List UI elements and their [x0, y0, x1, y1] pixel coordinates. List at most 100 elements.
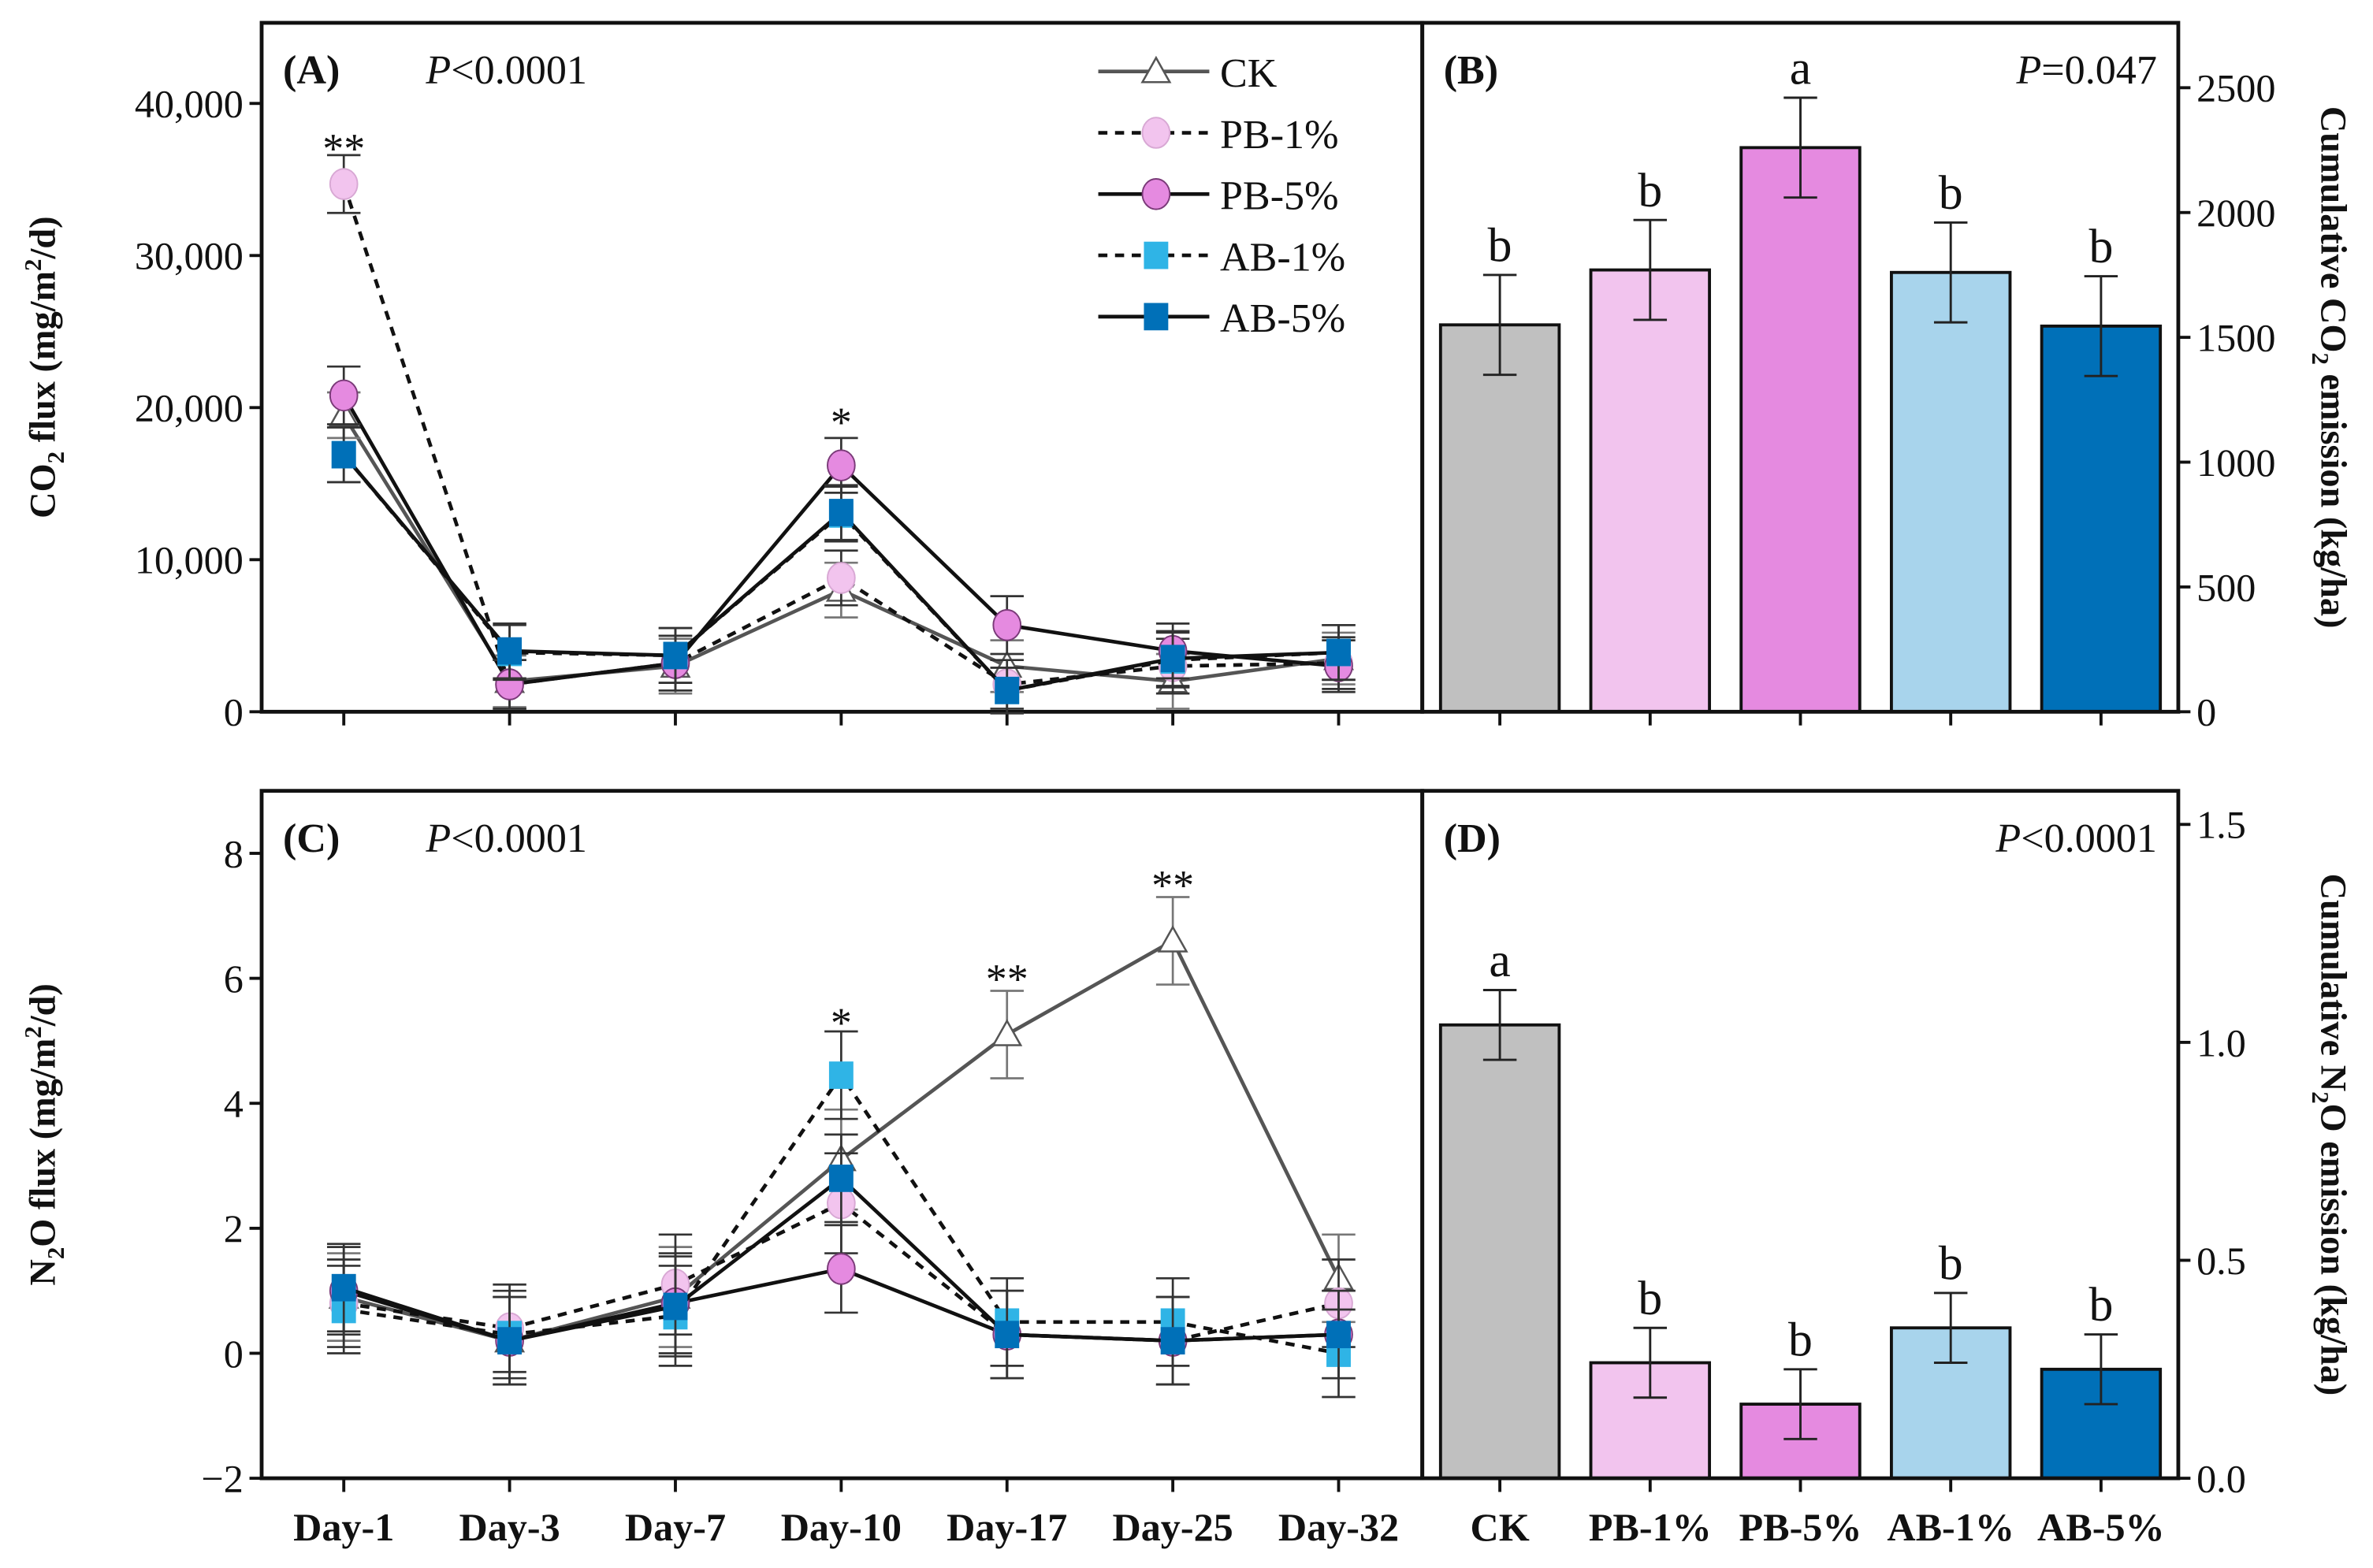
p-value-italic: P — [1995, 816, 2021, 861]
panel-d: a CK b PB-1% b PB-5% b AB-1% b AB-5% 0.0 0.5 1.0 1.5 C… — [1420, 789, 2353, 1549]
y-tick-label: −2 — [201, 1456, 243, 1500]
panel-label: (B) — [1444, 48, 1498, 93]
significance-letter: b — [1788, 1313, 1813, 1366]
y-tick-label: 1.0 — [2196, 1020, 2246, 1065]
x-tick-label: AB-5% — [2037, 1505, 2165, 1549]
y-tick-label: 500 — [2196, 565, 2256, 609]
y-tick-label: 30,000 — [135, 234, 244, 278]
ylabel-subscript: 2 — [2307, 1091, 2334, 1103]
data-point — [329, 168, 359, 200]
y-tick-label: 0 — [2196, 690, 2216, 734]
bar — [1438, 323, 1561, 714]
bar — [2040, 324, 2163, 714]
y-tick-label: 2000 — [2196, 191, 2275, 235]
p-value-rest: <0.0001 — [451, 816, 587, 861]
significance-mark: * — [831, 399, 852, 446]
data-point — [828, 499, 854, 526]
y-tick-label: 0 — [224, 690, 244, 734]
plot-frame — [1420, 789, 2181, 1481]
ylabel-part: O emission (kg/ha) — [2312, 1104, 2353, 1396]
legend-marker — [1141, 117, 1171, 149]
significance-mark: ** — [322, 125, 365, 173]
y-axis-label: Cumulative N2O emission (kg/ha) — [2307, 874, 2353, 1396]
ylabel-subscript: 2 — [42, 1247, 69, 1259]
ylabel-part: /d) — [23, 216, 63, 259]
p-value: P<0.0001 — [425, 816, 587, 861]
p-value: P=0.047 — [2015, 48, 2156, 93]
significance-letter: b — [1488, 219, 1512, 273]
y-tick-label: 20,000 — [135, 386, 244, 430]
data-point — [828, 1061, 854, 1089]
ylabel-part: Cumulative N — [2312, 874, 2353, 1092]
p-value-italic: P — [425, 816, 451, 861]
legend-label: CK — [1220, 51, 1278, 96]
data-point — [497, 1327, 523, 1354]
panel-label: (C) — [283, 816, 340, 861]
data-point — [1160, 645, 1185, 673]
p-value-rest: <0.0001 — [2021, 816, 2157, 861]
ylabel-superscript: 2 — [19, 259, 46, 271]
x-tick-label: CK — [1470, 1505, 1529, 1549]
x-tick-label: PB-1% — [1589, 1505, 1712, 1549]
y-tick-label: 6 — [224, 957, 244, 1001]
panel-label: (D) — [1444, 816, 1501, 861]
x-tick-label: Day-7 — [625, 1505, 726, 1549]
ylabel-part: flux (mg/m — [23, 271, 63, 451]
significance-letter: a — [1489, 934, 1510, 987]
y-tick-label: 1.5 — [2196, 803, 2246, 847]
ylabel-subscript: 2 — [42, 451, 69, 463]
data-point — [991, 1019, 1023, 1046]
significance-letter: a — [1790, 42, 1811, 95]
legend-label: PB-1% — [1220, 113, 1339, 158]
significance-letter: b — [2088, 220, 2113, 273]
y-tick-label: 0 — [224, 1332, 244, 1376]
x-tick-label: PB-5% — [1739, 1505, 1862, 1549]
legend-marker — [1144, 241, 1169, 269]
legend-label: AB-1% — [1220, 235, 1345, 280]
legend-label: PB-5% — [1220, 174, 1339, 219]
y-tick-label: 1500 — [2196, 316, 2275, 360]
y-tick-label: 8 — [224, 831, 244, 875]
significance-letter: b — [2088, 1278, 2113, 1332]
p-value: P<0.0001 — [425, 48, 587, 93]
legend-label: AB-5% — [1220, 296, 1345, 341]
data-point — [827, 1253, 856, 1285]
series-ab-5pct — [326, 426, 1356, 715]
significance-letter: b — [1638, 1272, 1662, 1325]
data-point — [497, 637, 523, 665]
ylabel-part: CO — [23, 463, 63, 518]
data-point — [331, 1273, 356, 1302]
significance-mark: ** — [986, 956, 1028, 1003]
y-tick-label: 0.0 — [2196, 1456, 2246, 1500]
y-tick-label: 4 — [224, 1082, 244, 1126]
p-value-rest: =0.047 — [2041, 48, 2157, 93]
panel-label: (A) — [283, 48, 340, 93]
ylabel-part: N — [23, 1259, 63, 1285]
x-tick-label: Day-1 — [293, 1505, 394, 1549]
data-point — [827, 562, 856, 594]
ylabel-part: /d) — [23, 983, 63, 1027]
data-point — [329, 379, 359, 412]
series-ab-5pct — [326, 1133, 1356, 1386]
significance-mark: * — [831, 999, 852, 1046]
x-tick-label: Day-32 — [1278, 1505, 1399, 1549]
y-tick-label: 2 — [224, 1206, 244, 1250]
y-axis-label: Cumulative CO2 emission (kg/ha) — [2307, 106, 2353, 629]
legend-marker — [1141, 178, 1171, 210]
x-tick-label: Day-17 — [947, 1505, 1067, 1549]
data-point — [992, 609, 1022, 641]
ylabel-part: Cumulative CO — [2312, 106, 2353, 353]
significance-letter: b — [1939, 166, 1963, 220]
y-axis-label: N2O flux (mg/m2/d) — [19, 983, 69, 1285]
p-value-rest: <0.0001 — [451, 48, 587, 93]
bar — [1739, 146, 1862, 714]
y-tick-label: 0.5 — [2196, 1239, 2246, 1283]
data-point — [995, 676, 1020, 704]
data-point — [1157, 925, 1188, 953]
data-point — [995, 1321, 1020, 1349]
y-tick-label: 2500 — [2196, 66, 2275, 110]
p-value-italic: P — [425, 48, 451, 93]
significance-letter: b — [1638, 164, 1662, 217]
